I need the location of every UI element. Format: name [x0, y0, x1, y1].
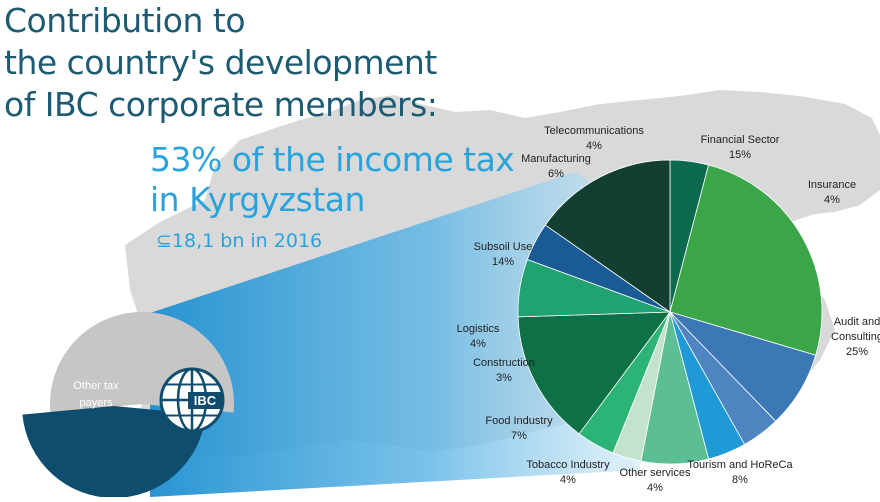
slice-value: 6% — [548, 168, 564, 180]
label-insurance: Insurance 4% — [808, 178, 856, 208]
label-financial-sector: Financial Sector 15% — [701, 133, 780, 163]
label-tourism-and-horeca: Tourism and HoReCa 8% — [687, 458, 792, 488]
title-line-1: Contribution to — [4, 1, 246, 40]
label-construction: Construction 3% — [473, 356, 535, 386]
small-slice-other-tax-payers — [22, 406, 206, 498]
slice-value: 3% — [496, 372, 512, 384]
slice-value: 7% — [511, 430, 527, 442]
slice-value: 4% — [470, 338, 486, 350]
slice-audit-and-consulting — [669, 164, 823, 356]
other-tax-line-1: Other tax — [73, 380, 119, 392]
label-audit-and-consulting: Audit and Consulting 25% — [831, 315, 880, 360]
slice-name: Other services — [619, 467, 691, 479]
slice-name: Consulting — [831, 331, 880, 343]
slice-name: Construction — [473, 357, 535, 369]
slice-value: 25% — [845, 346, 869, 358]
slice-financial-sector — [544, 159, 671, 313]
label-tobacco-industry: Tobacco Industry 4% — [526, 458, 609, 488]
revenue-subline: ⊆18,1 bn in 2016 — [156, 230, 323, 252]
slice-name: Financial Sector — [700, 134, 780, 146]
ibc-logo: IBC — [159, 367, 225, 433]
slice-name: Food Industry — [485, 415, 553, 427]
headline-line-2: in Kyrgyzstan — [150, 180, 365, 219]
title-line-2: the country's development — [4, 43, 437, 82]
slice-subsoil-use — [517, 311, 671, 435]
slice-value: 8% — [732, 474, 748, 486]
slice-value: 14% — [491, 256, 515, 268]
slice-value: 4% — [586, 140, 602, 152]
other-tax-line-2: payers — [79, 397, 113, 409]
slice-value: 15% — [728, 149, 752, 161]
slice-name: Logistics — [456, 323, 500, 335]
label-manufacturing: Manufacturing 6% — [521, 152, 591, 182]
slice-name: Insurance — [807, 179, 857, 191]
slice-name: Tourism and HoReCa — [687, 459, 793, 471]
slice-name: Telecommunications — [544, 125, 644, 137]
headline: 53% of the income tax in Kyrgyzstan — [150, 140, 515, 220]
slice-value: 4% — [647, 482, 663, 494]
slice-name: Subsoil Use — [473, 241, 533, 253]
label-logistics: Logistics 4% — [457, 322, 500, 352]
big-pie — [517, 159, 823, 465]
slice-value: 4% — [824, 194, 840, 206]
slice-name: Tobacco Industry — [526, 459, 610, 471]
slice-name: Manufacturing — [521, 153, 591, 165]
slice-name: Audit and — [833, 316, 880, 328]
label-food-industry: Food Industry 7% — [485, 414, 552, 444]
page-title: Contribution to the country's developmen… — [4, 0, 444, 126]
logo-text: IBC — [194, 393, 217, 408]
label-other-services: Other services 4% — [620, 466, 691, 496]
slice-value: 4% — [560, 474, 576, 486]
other-tax-payers-label: Other tax payers — [60, 378, 132, 412]
title-line-3: of IBC corporate members: — [4, 85, 438, 124]
label-subsoil-use: Subsoil Use 14% — [474, 240, 533, 270]
globe-icon-part — [188, 392, 222, 409]
label-telecommunications: Telecommunications 4% — [544, 124, 644, 154]
headline-line-1: 53% of the income tax — [150, 140, 515, 179]
